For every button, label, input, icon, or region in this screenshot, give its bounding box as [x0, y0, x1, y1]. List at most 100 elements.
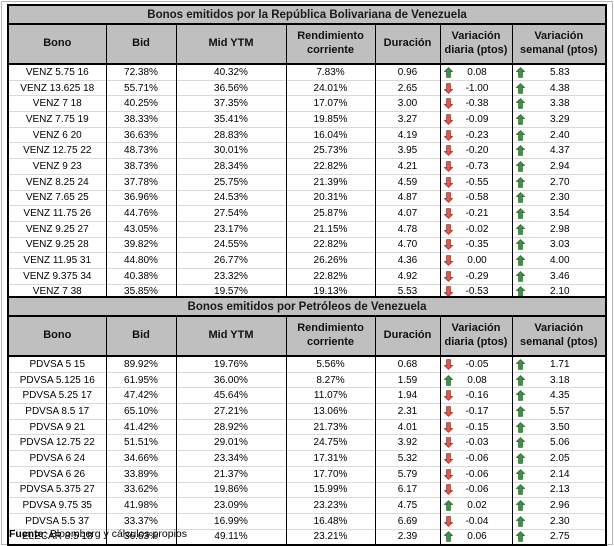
daily-variation-cell: -0.09	[439, 111, 513, 128]
bid-cell: 39.82%	[105, 236, 177, 253]
daily-variation-cell: 0.08	[439, 64, 513, 81]
daily-variation-cell: -0.06	[439, 465, 513, 482]
up-arrow-icon	[515, 374, 525, 386]
duration-cell: 1.59	[374, 371, 441, 388]
weekly-variation-cell: 2.30	[511, 189, 607, 206]
variation-value: -0.04	[465, 515, 489, 527]
bid-cell: 44.76%	[105, 205, 177, 222]
duration-cell: 5.32	[374, 450, 441, 467]
variation-value: -0.53	[465, 286, 489, 298]
column-header-5: Variación diaria (ptos)	[439, 23, 513, 65]
weekly-variation-cell: 2.70	[511, 173, 607, 190]
daily-variation-cell: -0.35	[439, 236, 513, 253]
down-arrow-icon	[443, 359, 453, 370]
weekly-variation-cell: 3.29	[511, 111, 607, 128]
current-yield-cell: 26.26%	[285, 252, 376, 269]
daily-variation-cell: 0.08	[439, 371, 513, 388]
variation-value: 2.30	[550, 515, 570, 527]
down-arrow-icon	[443, 255, 453, 267]
up-arrow-icon	[515, 468, 525, 480]
bid-cell: 55.71%	[105, 79, 177, 96]
weekly-variation-cell: 2.96	[511, 497, 607, 514]
current-yield-cell: 17.70%	[285, 465, 376, 482]
variation-value: -0.73	[465, 160, 489, 172]
duration-cell: 6.69	[374, 512, 441, 530]
bid-cell: 61.95%	[105, 371, 177, 388]
variation-value: 0.08	[467, 66, 487, 78]
up-arrow-icon	[443, 66, 453, 78]
variation-value: 4.38	[550, 82, 570, 94]
table-row: PDVSA 5.5 37 33.37% 16.99% 16.48% 6.69 -0.04 2…	[7, 512, 607, 530]
mid-ytm-cell: 23.09%	[175, 497, 287, 514]
column-header-5: Variación diaria (ptos)	[439, 315, 513, 357]
weekly-variation-cell: 4.00	[511, 252, 607, 269]
current-yield-cell: 19.85%	[285, 111, 376, 128]
variation-value: -1.00	[465, 82, 489, 94]
bond-name-cell: VENZ 11.75 26	[7, 205, 107, 222]
up-arrow-icon	[515, 500, 525, 511]
variation-value: 4.00	[550, 255, 570, 267]
up-arrow-icon	[443, 531, 453, 543]
up-arrow-icon	[515, 390, 525, 401]
mid-ytm-cell: 28.92%	[175, 418, 287, 435]
duration-cell: 4.78	[374, 220, 441, 238]
table-title: Bonos emitidos por la República Bolivari…	[8, 5, 607, 25]
bond-name-cell: PDVSA 5 15	[7, 356, 107, 373]
column-header-4: Duración	[374, 315, 441, 357]
bond-name-cell: VENZ 5.75 16	[7, 64, 107, 81]
daily-variation-cell: -0.03	[439, 434, 513, 451]
variation-value: 2.96	[550, 500, 570, 512]
up-arrow-icon	[515, 129, 525, 141]
variation-value: -0.55	[465, 176, 489, 188]
duration-cell: 4.92	[374, 267, 441, 285]
current-yield-cell: 13.06%	[285, 403, 376, 420]
current-yield-cell: 21.73%	[285, 418, 376, 435]
bond-name-cell: VENZ 6 20	[7, 126, 107, 143]
table-row: PDVSA 8.5 17 65.10% 27.21% 13.06% 2.31 -0.17 5…	[7, 403, 607, 420]
bond-name-cell: VENZ 9.375 34	[7, 267, 107, 285]
column-header-2: Mid YTM	[175, 23, 287, 65]
bid-cell: 40.25%	[105, 95, 177, 112]
source-label: Fuente:	[9, 528, 47, 540]
weekly-variation-cell: 2.94	[511, 158, 607, 175]
column-header-2: Mid YTM	[175, 315, 287, 357]
bond-name-cell: PDVSA 6 24	[7, 450, 107, 467]
duration-cell: 4.19	[374, 126, 441, 143]
variation-value: 5.83	[550, 66, 570, 78]
bid-cell: 38.33%	[105, 111, 177, 128]
variation-value: 0.00	[467, 255, 487, 267]
variation-value: 0.02	[467, 500, 487, 512]
bid-cell: 43.05%	[105, 220, 177, 238]
current-yield-cell: 17.31%	[285, 450, 376, 467]
daily-variation-cell: 0.00	[439, 252, 513, 269]
variation-value: 4.35	[550, 390, 570, 402]
duration-cell: 4.70	[374, 236, 441, 253]
variation-value: 0.06	[467, 531, 487, 543]
down-arrow-icon	[443, 82, 453, 94]
bond-name-cell: VENZ 7 18	[7, 95, 107, 112]
daily-variation-cell: -0.21	[439, 205, 513, 222]
down-arrow-icon	[443, 406, 453, 417]
column-header-3: Rendimiento corriente	[285, 315, 376, 357]
mid-ytm-cell: 23.34%	[175, 450, 287, 467]
bid-cell: 33.37%	[105, 512, 177, 530]
up-arrow-icon	[443, 500, 453, 511]
bond-name-cell: VENZ 9.25 28	[7, 236, 107, 253]
bid-cell: 36.96%	[105, 189, 177, 206]
variation-value: 5.06	[550, 437, 570, 449]
table-row: PDVSA 5.25 17 47.42% 45.64% 11.07% 1.94 -0.16…	[7, 387, 607, 404]
mid-ytm-cell: 26.77%	[175, 252, 287, 269]
duration-cell: 4.36	[374, 252, 441, 269]
bid-cell: 72.38%	[105, 64, 177, 81]
bond-name-cell: VENZ 9.25 27	[7, 220, 107, 238]
daily-variation-cell: 0.06	[439, 528, 513, 546]
table-row: ELECAR 8.5 18 36.63% 49.11% 23.21% 2.39 0.06 2…	[7, 528, 607, 546]
table-row: VENZ 9.25 27 43.05% 23.17% 21.15% 4.78 -0.02 2…	[7, 220, 607, 238]
variation-value: 3.46	[550, 270, 570, 282]
bid-cell: 34.66%	[105, 450, 177, 467]
weekly-variation-cell: 4.35	[511, 387, 607, 404]
current-yield-cell: 11.07%	[285, 387, 376, 404]
daily-variation-cell: -0.15	[439, 418, 513, 435]
source-note: Fuente: Bloomberg y cálculos propios	[9, 528, 187, 540]
weekly-variation-cell: 3.46	[511, 267, 607, 285]
